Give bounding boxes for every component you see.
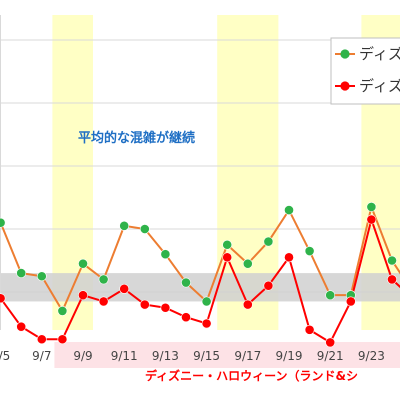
series-1-point xyxy=(366,202,377,212)
series-1-point xyxy=(242,258,253,269)
legend: ディズ ディズ xyxy=(330,37,400,105)
series-1-point xyxy=(284,205,294,215)
x-tick-label: 9/9 xyxy=(73,349,92,363)
series-1-point xyxy=(160,249,171,260)
x-tick-label: 9/17 xyxy=(234,349,261,363)
event-period-background xyxy=(54,342,400,368)
series-2-point xyxy=(242,299,253,310)
series-line-2 xyxy=(0,216,400,344)
series-line-1 xyxy=(0,203,400,314)
series-2-point xyxy=(16,321,27,332)
series-2-point xyxy=(36,334,47,345)
series-1-point xyxy=(325,290,336,301)
series-1-point xyxy=(57,305,68,316)
series-2-point xyxy=(222,252,233,263)
legend-label-series-2: ディズ xyxy=(359,77,400,95)
series-1-point xyxy=(222,239,233,250)
series-2-point xyxy=(263,280,274,291)
series-2-point xyxy=(57,334,68,345)
legend-label-series-1: ディズ xyxy=(359,45,400,63)
x-tick-label: 9/13 xyxy=(152,349,179,363)
x-tick-label: 9/11 xyxy=(111,349,138,363)
series-1-point xyxy=(304,246,315,256)
series-2-point xyxy=(0,293,6,304)
series-2-point xyxy=(201,318,212,329)
series-2-point xyxy=(366,214,377,225)
series-2-point xyxy=(78,290,88,301)
series-1-point xyxy=(36,271,47,282)
series-2-point xyxy=(181,312,191,323)
series-1-point xyxy=(119,220,130,231)
series-1-point xyxy=(263,236,274,247)
series-2-point xyxy=(284,252,294,263)
series-1-point xyxy=(16,268,27,278)
series-2-point xyxy=(304,324,315,335)
annotation-text: 平均的な混雑が継続 xyxy=(78,130,195,146)
series-layer xyxy=(0,202,400,348)
x-tick-label: 9/7 xyxy=(32,349,51,363)
series-2-point xyxy=(387,274,397,285)
series-2-point xyxy=(325,337,336,348)
legend-box xyxy=(330,37,400,105)
average-band xyxy=(0,273,400,302)
event-label: ディズニー・ハロウィーン（ランド&シ xyxy=(145,368,358,383)
x-tick-label: 9/23 xyxy=(358,349,385,363)
series-1-point xyxy=(181,277,191,288)
series-1-point xyxy=(139,224,150,234)
x-tick-label: 9/19 xyxy=(276,349,303,363)
x-tick-labels: 9/59/79/99/119/139/159/179/199/219/239/2 xyxy=(0,349,385,363)
legend-marker-series-1 xyxy=(340,49,350,59)
series-2-point xyxy=(160,302,171,313)
series-2-point xyxy=(98,296,109,307)
series-1-point xyxy=(0,217,6,228)
x-tick-label: 9/21 xyxy=(317,349,344,363)
series-1-point xyxy=(387,255,397,266)
series-1-point xyxy=(201,296,212,307)
series-1-point xyxy=(78,258,88,269)
series-2-point xyxy=(119,283,130,294)
legend-marker-series-2 xyxy=(340,81,350,91)
x-tick-label: 9/15 xyxy=(193,349,220,363)
series-2-point xyxy=(345,296,356,307)
x-tick-label: 9/5 xyxy=(0,349,10,363)
series-2-point xyxy=(139,299,150,310)
series-1-point xyxy=(98,274,109,285)
